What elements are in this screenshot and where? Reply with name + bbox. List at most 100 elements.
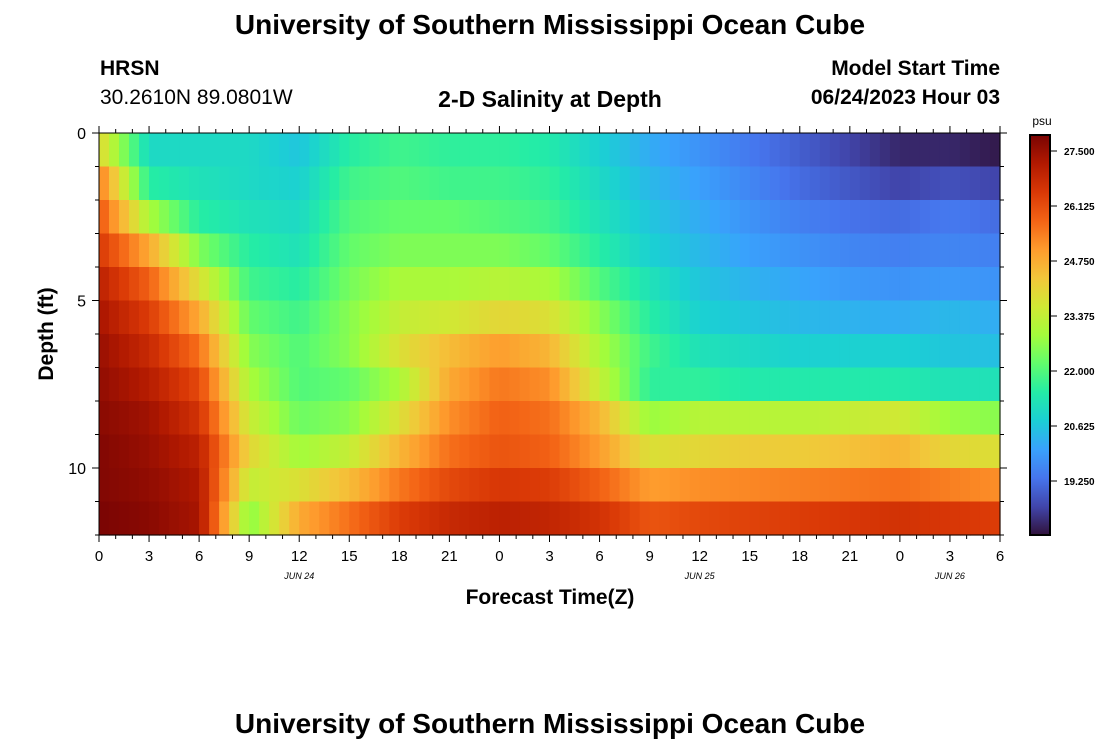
heatmap-cell: [99, 334, 110, 369]
x-tick-label: 6: [996, 548, 1004, 565]
heatmap-cell: [169, 401, 180, 436]
heatmap-cell: [899, 300, 911, 335]
heatmap-cell: [299, 200, 310, 235]
heatmap-cell: [289, 133, 300, 168]
heatmap-cell: [829, 367, 841, 402]
heatmap-cell: [279, 166, 290, 201]
heatmap-cell: [119, 401, 130, 436]
heatmap-cell: [499, 401, 511, 436]
heatmap-cell: [919, 468, 931, 503]
heatmap-cell: [409, 133, 420, 168]
heatmap-cell: [499, 300, 511, 335]
heatmap-cell: [529, 401, 541, 436]
heatmap-cell: [509, 166, 521, 201]
heatmap-cell: [509, 233, 521, 268]
heatmap-cell: [919, 434, 931, 469]
heatmap-cell: [209, 233, 220, 268]
heatmap-cell: [529, 300, 541, 335]
heatmap-cell: [859, 367, 871, 402]
heatmap-cell: [219, 166, 230, 201]
heatmap-cell: [429, 233, 440, 268]
heatmap-cell: [209, 133, 220, 168]
heatmap-cell: [219, 334, 230, 369]
heatmap-cell: [269, 233, 280, 268]
heatmap-cell: [449, 468, 460, 503]
heatmap-cell: [319, 267, 330, 302]
heatmap-cell: [839, 401, 851, 436]
heatmap-cell: [629, 133, 641, 168]
heatmap-cell: [519, 434, 531, 469]
heatmap-cell: [209, 166, 220, 201]
heatmap-cell: [139, 468, 150, 503]
heatmap-cell: [829, 267, 841, 302]
heatmap-cell: [669, 133, 681, 168]
heatmap-cell: [479, 501, 491, 536]
heatmap-cell: [499, 367, 511, 402]
heatmap-cell: [799, 501, 811, 536]
heatmap-cell: [779, 334, 791, 369]
heatmap-cell: [359, 200, 370, 235]
heatmap-cell: [479, 367, 491, 402]
heatmap-cell: [349, 334, 360, 369]
heatmap-cell: [689, 468, 701, 503]
heatmap-cell: [569, 267, 581, 302]
heatmap-cell: [179, 166, 190, 201]
heatmap-cell: [249, 133, 260, 168]
heatmap-cell: [699, 468, 711, 503]
heatmap-cell: [769, 300, 781, 335]
heatmap-cell: [189, 200, 200, 235]
heatmap-cell: [289, 166, 300, 201]
heatmap-cell: [869, 401, 881, 436]
heatmap-cell: [269, 334, 280, 369]
heatmap-cell: [389, 468, 400, 503]
heatmap-cell: [349, 200, 360, 235]
heatmap-cell: [799, 468, 811, 503]
heatmap-cell: [309, 200, 320, 235]
heatmap-cell: [519, 166, 531, 201]
heatmap-cell: [609, 468, 621, 503]
heatmap-cell: [979, 166, 991, 201]
heatmap-cell: [269, 166, 280, 201]
heatmap-cell: [579, 166, 591, 201]
heatmap-cells: [99, 133, 1001, 536]
heatmap-cell: [689, 133, 701, 168]
heatmap-cell: [179, 367, 190, 402]
heatmap-cell: [199, 334, 210, 369]
heatmap-cell: [979, 200, 991, 235]
heatmap-cell: [459, 267, 471, 302]
heatmap-cell: [499, 166, 511, 201]
heatmap-cell: [849, 233, 861, 268]
x-tick-label: 0: [95, 548, 103, 565]
heatmap-cell: [279, 133, 290, 168]
heatmap-cell: [839, 200, 851, 235]
heatmap-cell: [859, 133, 871, 168]
heatmap-cell: [589, 133, 601, 168]
heatmap-cell: [379, 267, 390, 302]
heatmap-cell: [319, 401, 330, 436]
heatmap-cell: [899, 367, 911, 402]
heatmap-cell: [739, 267, 751, 302]
model-start-label: Model Start Time: [831, 57, 1000, 80]
heatmap-cell: [229, 133, 240, 168]
heatmap-cell: [119, 233, 130, 268]
heatmap-cell: [459, 434, 471, 469]
heatmap-cell: [929, 334, 941, 369]
heatmap-cell: [719, 434, 731, 469]
heatmap-cell: [889, 166, 901, 201]
heatmap-cell: [249, 401, 260, 436]
heatmap-cell: [569, 367, 581, 402]
heatmap-cell: [249, 233, 260, 268]
heatmap-cell: [169, 267, 180, 302]
heatmap-cell: [819, 401, 831, 436]
y-tick-label: 0: [77, 126, 86, 143]
heatmap-cell: [769, 334, 781, 369]
heatmap-cell: [229, 300, 240, 335]
heatmap-cell: [509, 501, 521, 536]
x-tick-label: 18: [791, 548, 808, 565]
heatmap-cell: [749, 401, 761, 436]
heatmap-cell: [259, 166, 270, 201]
x-tick-label: 12: [291, 548, 308, 565]
x-axis-label: Forecast Time(Z): [466, 586, 635, 609]
heatmap-cell: [949, 434, 961, 469]
heatmap-cell: [559, 300, 571, 335]
